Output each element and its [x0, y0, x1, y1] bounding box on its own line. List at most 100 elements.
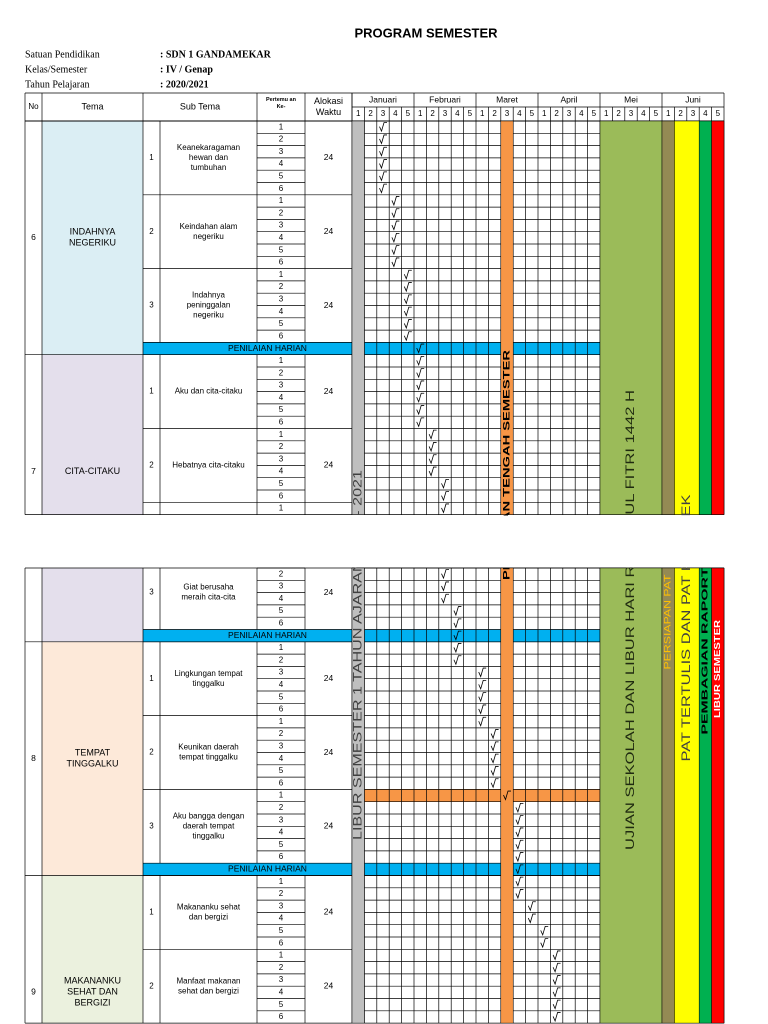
- checkmark: [515, 889, 524, 900]
- meeting-no: 1: [279, 877, 284, 886]
- checkmark: [416, 417, 425, 428]
- band: [500, 120, 514, 515]
- week-header: 3: [505, 109, 510, 118]
- checkmark: [428, 466, 437, 477]
- meeting-no: 6: [279, 778, 284, 787]
- theme-name: NEGERIKU: [69, 238, 116, 248]
- meeting-no: 3: [279, 741, 284, 750]
- checkmark: [379, 171, 387, 182]
- header-cell: Ke-: [277, 104, 286, 110]
- meeting-no: 4: [279, 754, 284, 763]
- band: [661, 120, 675, 515]
- week-header: 1: [604, 109, 609, 118]
- week-header: 3: [443, 109, 448, 118]
- subtheme-name: Makananku sehat: [177, 903, 241, 912]
- info-value: : IV / Genap: [160, 64, 213, 75]
- band: [698, 120, 712, 515]
- theme-no: 9: [31, 987, 36, 997]
- checkmark: [441, 569, 449, 580]
- checkmark: [490, 778, 499, 789]
- checkmark: [453, 630, 462, 641]
- week-header: 2: [492, 109, 497, 118]
- subtheme-no: 2: [149, 981, 154, 990]
- band: [674, 120, 700, 515]
- checkmark: [515, 839, 524, 850]
- meeting-no: 5: [279, 245, 284, 254]
- meeting-no: 4: [279, 467, 284, 476]
- theme-name: CITA-CITAKU: [65, 466, 120, 476]
- checkmark: [540, 925, 549, 937]
- info-value: : SDN 1 GANDAMEKAR: [160, 49, 272, 60]
- meeting-no: 6: [279, 938, 284, 947]
- week-header: 4: [579, 109, 584, 118]
- checkmark: [453, 655, 462, 666]
- checkmark: [453, 618, 462, 629]
- checkmark: [416, 405, 425, 416]
- week-header: 3: [381, 109, 386, 118]
- band-label: PERSIAPAN PAT: [663, 574, 673, 670]
- meeting-no: 6: [279, 491, 284, 500]
- meeting-no: 1: [279, 951, 284, 960]
- checkmark: [478, 679, 487, 691]
- band-label: UJIAN SEKOLAH DAN LIBUR HARI RAYA IDUL F…: [623, 390, 637, 850]
- meeting-no: 4: [279, 680, 284, 689]
- checkmark: [403, 306, 412, 317]
- theme-name: BERGIZI: [74, 998, 110, 1008]
- checkmark: [453, 643, 462, 654]
- meeting-no: 4: [279, 233, 284, 242]
- meeting-no: 2: [279, 655, 284, 664]
- subtheme-name: negeriku: [193, 311, 224, 320]
- subtheme-name: tumbuhan: [191, 163, 227, 172]
- subtheme-name: Aku dan cita-citaku: [175, 387, 243, 396]
- subtheme-no: 3: [149, 821, 154, 830]
- checkmark: [441, 581, 449, 592]
- subtheme-no: 1: [149, 153, 154, 162]
- subtheme-name: Aku bangga dengan: [173, 811, 245, 820]
- header-cell: Pertemu an: [266, 97, 297, 103]
- checkmark: [403, 282, 412, 293]
- subtheme-name: hewan dan: [189, 153, 228, 162]
- meeting-no: 5: [279, 840, 284, 849]
- meeting-no: 5: [279, 606, 284, 615]
- subtheme-name: Hebatnya cita-citaku: [172, 461, 244, 470]
- week-header: 1: [666, 109, 671, 118]
- meeting-no: 1: [279, 717, 284, 726]
- meeting-no: 6: [279, 184, 284, 193]
- week-header: 4: [455, 109, 460, 118]
- meeting-no: 2: [279, 569, 284, 578]
- meeting-no: 1: [279, 356, 284, 365]
- checkmark: [441, 491, 449, 502]
- week-header: 5: [530, 109, 535, 118]
- alokasi: 24: [324, 980, 334, 990]
- meeting-no: 4: [279, 307, 284, 316]
- checkmark: [403, 294, 412, 305]
- meeting-no: 2: [279, 368, 284, 377]
- checkmark: [428, 429, 437, 440]
- band-label: PENILAIAN TENGAH SEMESTER: [501, 349, 511, 580]
- week-header: 2: [678, 109, 683, 118]
- meeting-no: 5: [279, 926, 284, 935]
- checkmark: [391, 245, 400, 256]
- month-header: April: [560, 94, 577, 104]
- checkmark: [441, 478, 449, 490]
- checkmark: [416, 380, 425, 391]
- band: [711, 120, 725, 515]
- subtheme-name: Indahnya: [192, 291, 225, 300]
- week-header: 5: [716, 109, 721, 118]
- alokasi: 24: [324, 821, 334, 831]
- checkmark: [515, 802, 524, 814]
- meeting-no: 2: [279, 803, 284, 812]
- band-label: PEMBAGIAN RAPORT: [701, 567, 710, 734]
- meeting-no: 2: [279, 963, 284, 972]
- title: PROGRAM SEMESTER: [354, 25, 498, 40]
- alokasi: 24: [324, 152, 334, 162]
- meeting-no: 6: [279, 331, 284, 340]
- checkmark: [515, 876, 524, 887]
- subtheme-name: meraih cita-cita: [181, 593, 236, 602]
- meeting-no: 5: [279, 692, 284, 701]
- subtheme-name: daerah tempat: [183, 821, 235, 830]
- checkmark: [441, 593, 449, 604]
- week-header: 3: [629, 109, 634, 118]
- info: Satuan Pendidikan : SDN 1 GANDAMEKAR Kel…: [25, 49, 272, 90]
- meeting-no: 1: [279, 791, 284, 800]
